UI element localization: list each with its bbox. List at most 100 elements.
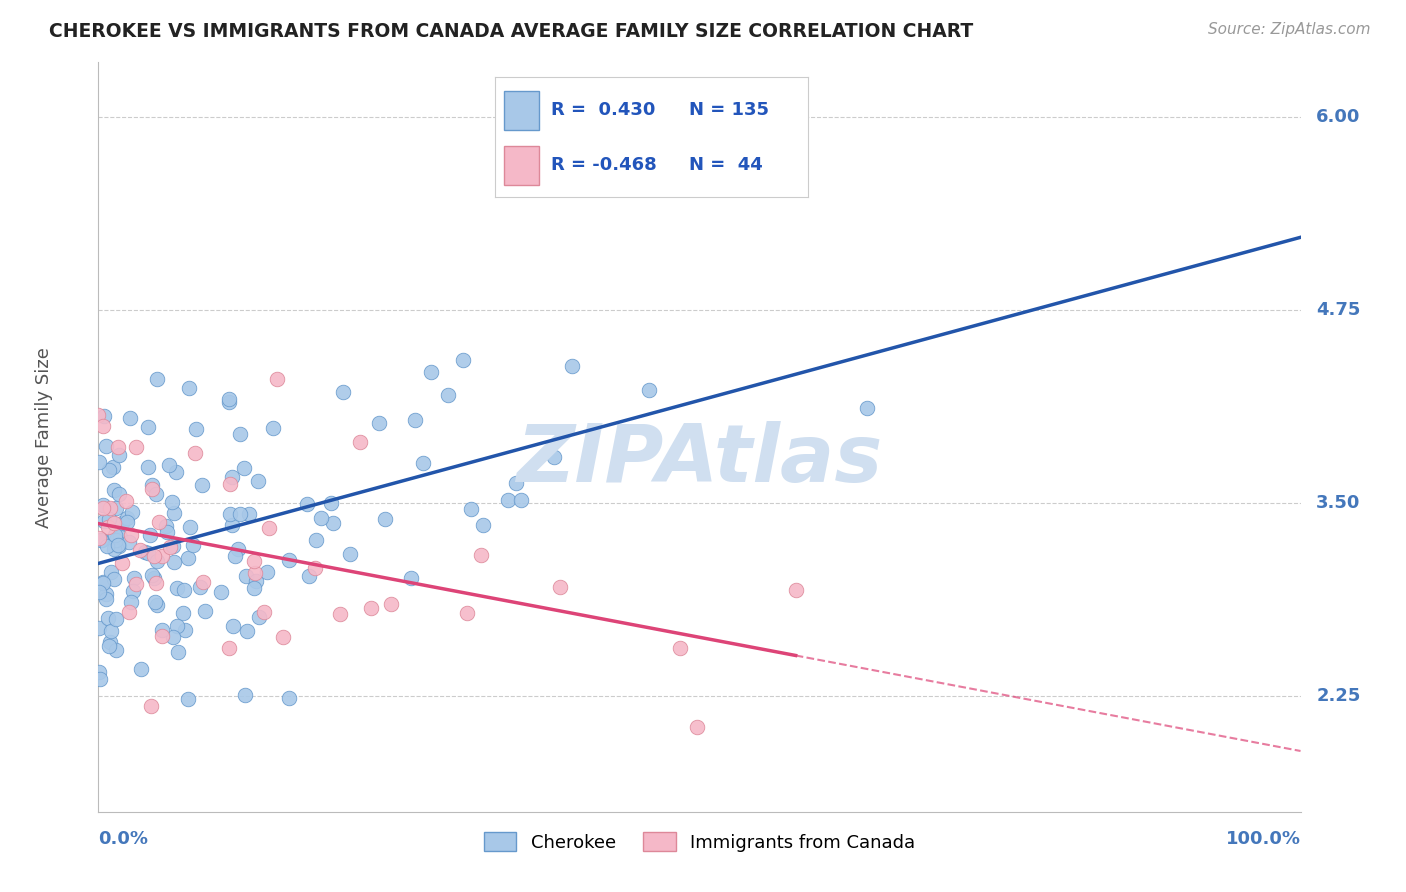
Point — [87, 532, 110, 546]
Point — [339, 547, 361, 561]
Point — [460, 502, 482, 516]
Point — [143, 549, 166, 563]
Point — [368, 416, 391, 430]
Point — [322, 516, 344, 530]
Point — [245, 574, 267, 589]
Point — [98, 463, 121, 477]
Point — [510, 493, 533, 508]
Point — [148, 515, 170, 529]
Point — [103, 542, 125, 557]
Point — [97, 520, 120, 534]
Point — [262, 420, 284, 434]
Legend: Cherokee, Immigrants from Canada: Cherokee, Immigrants from Canada — [477, 825, 922, 859]
Point — [496, 493, 519, 508]
Point — [142, 570, 165, 584]
Point — [91, 574, 114, 589]
Point — [150, 549, 173, 563]
Point — [188, 580, 211, 594]
Point — [332, 385, 354, 400]
Text: 6.00: 6.00 — [1316, 108, 1361, 126]
Point — [193, 574, 215, 589]
Text: ZIPAtlas: ZIPAtlas — [516, 420, 883, 499]
Point — [785, 582, 807, 597]
Point — [124, 571, 146, 585]
Point — [118, 410, 141, 425]
Point — [162, 630, 184, 644]
Point — [686, 720, 709, 734]
Point — [111, 516, 134, 530]
Point — [108, 487, 131, 501]
Point — [141, 698, 163, 713]
Point — [94, 439, 117, 453]
Point — [118, 535, 141, 549]
Point — [103, 516, 125, 531]
Point — [87, 665, 110, 679]
Point — [87, 409, 110, 423]
Point — [543, 450, 565, 464]
Point — [143, 595, 166, 609]
Point — [91, 419, 114, 434]
Point — [91, 498, 114, 512]
Point — [243, 582, 266, 596]
Point — [419, 365, 441, 379]
Point — [125, 440, 148, 454]
Point — [162, 555, 184, 569]
Point — [548, 580, 571, 594]
Point — [277, 552, 299, 566]
Point — [134, 545, 156, 559]
Point — [233, 461, 256, 475]
Point — [146, 598, 169, 612]
Point — [404, 413, 426, 427]
Point — [105, 643, 128, 657]
Point — [91, 533, 114, 548]
Text: 3.50: 3.50 — [1316, 494, 1361, 512]
Point — [159, 541, 181, 555]
Point — [218, 392, 240, 406]
Point — [218, 641, 240, 656]
Point — [257, 521, 280, 535]
Point — [329, 607, 352, 621]
Point — [105, 500, 128, 515]
Point — [125, 577, 148, 591]
Point — [87, 621, 110, 635]
Point — [98, 635, 121, 649]
Point — [167, 645, 190, 659]
Point — [103, 483, 125, 497]
Point — [311, 511, 333, 525]
Point — [470, 548, 492, 562]
Point — [111, 557, 134, 571]
Point — [157, 458, 180, 473]
Point — [177, 692, 200, 706]
Point — [146, 372, 169, 386]
Point — [252, 605, 274, 619]
Point — [305, 533, 328, 547]
Point — [349, 434, 371, 449]
Point — [278, 690, 301, 705]
Point — [103, 573, 125, 587]
Point — [184, 445, 207, 459]
Text: 100.0%: 100.0% — [1226, 830, 1301, 848]
Point — [108, 539, 131, 553]
Point — [176, 550, 198, 565]
Point — [172, 606, 194, 620]
Point — [141, 482, 163, 496]
Point — [97, 639, 120, 653]
Point — [855, 401, 877, 416]
Point — [121, 505, 143, 519]
Point — [221, 518, 243, 533]
Point — [90, 533, 112, 548]
Point — [162, 539, 184, 553]
Point — [150, 623, 173, 637]
Point — [115, 494, 138, 508]
Point — [456, 606, 478, 620]
Point — [271, 630, 294, 644]
Point — [104, 528, 127, 542]
Point — [107, 538, 129, 552]
Point — [399, 571, 422, 585]
Text: CHEROKEE VS IMMIGRANTS FROM CANADA AVERAGE FAMILY SIZE CORRELATION CHART: CHEROKEE VS IMMIGRANTS FROM CANADA AVERA… — [49, 22, 973, 41]
Point — [256, 565, 278, 579]
Point — [120, 594, 142, 608]
Point — [669, 641, 692, 656]
Point — [100, 624, 122, 638]
Point — [177, 381, 200, 395]
